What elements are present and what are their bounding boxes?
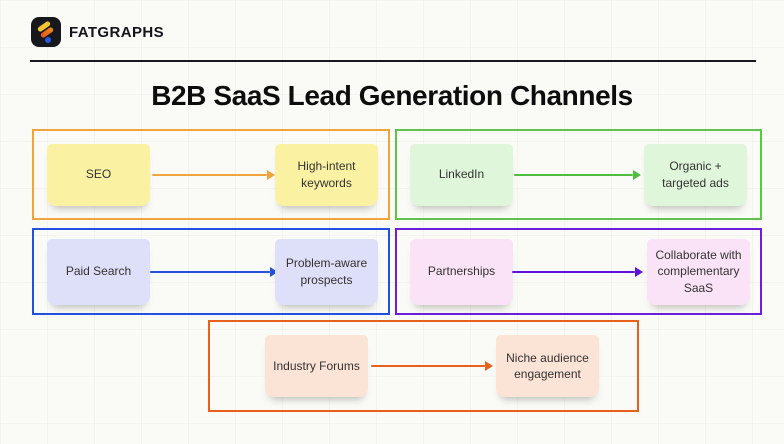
arrow-head [270, 266, 278, 277]
arrow-line [514, 173, 633, 176]
result-label: Problem-aware prospects [285, 256, 368, 287]
source-label: SEO [85, 167, 112, 182]
channel-box-seo: SEO High-intent keywords [32, 129, 390, 220]
result-sticky-note: High-intent keywords [275, 143, 378, 206]
right-arrow-icon [150, 266, 278, 277]
channel-box-partnerships: Partnerships Collaborate with complement… [395, 228, 762, 315]
right-arrow-icon [512, 266, 643, 277]
logo-blue-dot [45, 37, 51, 43]
result-label: Niche audience engagement [506, 350, 589, 381]
result-label: Collaborate with complementary SaaS [655, 248, 742, 295]
arrow-line [512, 270, 635, 273]
header-divider [30, 60, 756, 62]
result-sticky-note: Niche audience engagement [496, 335, 599, 397]
fatgraphs-logo-icon [31, 17, 61, 47]
brand-name: FATGRAPHS [69, 24, 164, 41]
arrow-line [150, 270, 270, 273]
result-sticky-note: Collaborate with complementary SaaS [647, 238, 750, 305]
arrow-head [633, 169, 641, 180]
channel-box-linkedin: LinkedIn Organic + targeted ads [395, 129, 762, 220]
arrow-head [635, 266, 643, 277]
arrow-head [267, 169, 275, 180]
source-label: Paid Search [65, 264, 132, 279]
arrow-head [485, 361, 493, 371]
result-label: High-intent keywords [297, 159, 356, 190]
source-sticky-note: Paid Search [47, 238, 150, 305]
result-sticky-note: Organic + targeted ads [644, 143, 747, 206]
right-arrow-icon [514, 169, 641, 180]
source-sticky-note: LinkedIn [410, 143, 513, 206]
source-sticky-note: Industry Forums [265, 335, 368, 397]
source-sticky-note: SEO [47, 143, 150, 206]
result-label: Organic + targeted ads [662, 159, 729, 190]
result-sticky-note: Problem-aware prospects [275, 238, 378, 305]
arrow-line [371, 365, 485, 367]
channel-box-paid-search: Paid Search Problem-aware prospects [32, 228, 390, 315]
source-label: LinkedIn [438, 167, 485, 182]
page-title: B2B SaaS Lead Generation Channels [151, 80, 633, 111]
source-label: Industry Forums [273, 358, 360, 373]
channel-box-industry-forums: Industry Forums Niche audience engagemen… [208, 320, 639, 412]
source-label: Partnerships [427, 264, 496, 279]
source-sticky-note: Partnerships [410, 238, 513, 305]
arrow-line [152, 173, 267, 176]
right-arrow-icon [371, 361, 493, 371]
right-arrow-icon [152, 169, 275, 180]
